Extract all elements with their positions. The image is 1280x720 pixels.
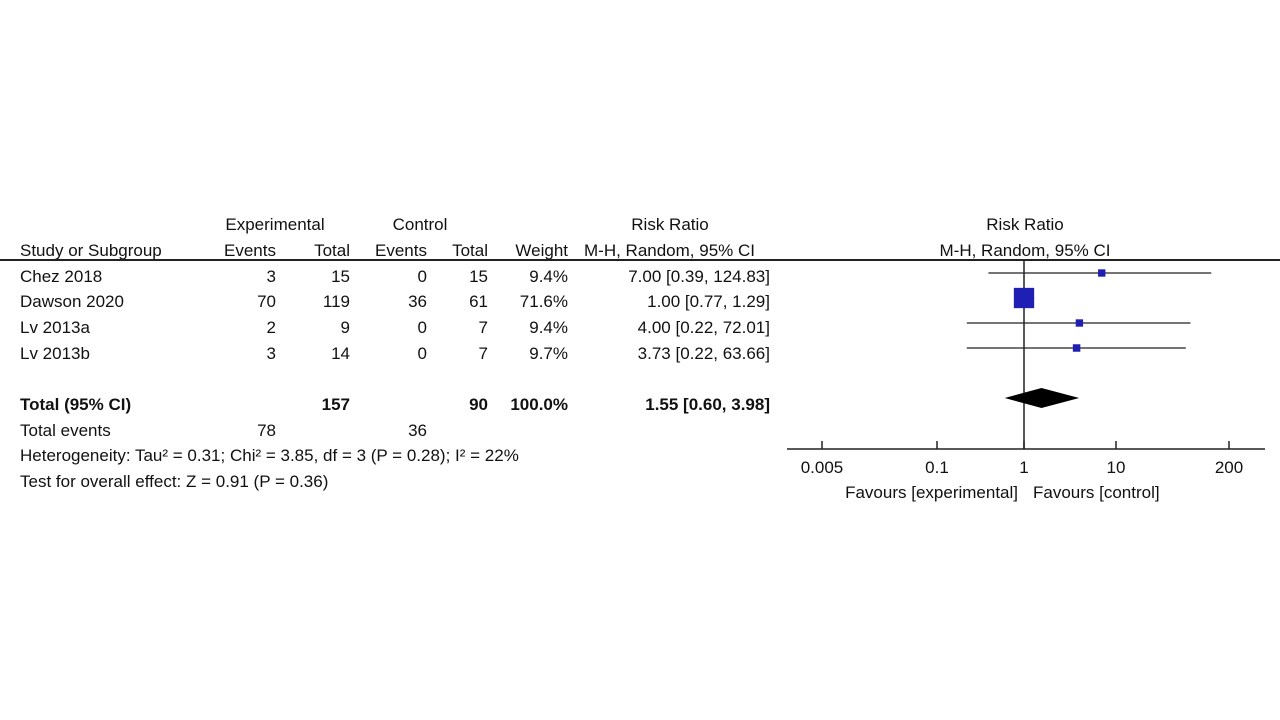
x-tick-label: 0.005 bbox=[800, 458, 844, 477]
header-ctl-events: Events bbox=[375, 241, 427, 260]
exp-total: 9 bbox=[340, 318, 350, 337]
exp-events: 3 bbox=[266, 344, 276, 363]
favours-control: Favours [control] bbox=[1033, 483, 1160, 502]
ctl-events: 0 bbox=[417, 344, 427, 363]
header-study-or-subgroup: Study or Subgroup bbox=[20, 241, 162, 260]
study-weight: 9.7% bbox=[529, 344, 568, 363]
exp-events: 70 bbox=[257, 292, 276, 311]
header-risk-ratio: Risk Ratio bbox=[631, 215, 709, 234]
study-weight: 9.4% bbox=[529, 267, 568, 286]
plot-subtitle: M-H, Random, 95% CI bbox=[939, 241, 1111, 260]
total-events-exp: 78 bbox=[257, 421, 276, 440]
ctl-total: 61 bbox=[469, 292, 488, 311]
total-label: Total (95% CI) bbox=[20, 395, 132, 414]
study-name: Dawson 2020 bbox=[20, 292, 124, 311]
study-weight: 71.6% bbox=[519, 292, 568, 311]
exp-events: 2 bbox=[266, 318, 276, 337]
header-rule bbox=[0, 259, 1280, 261]
header-ctl-total: Total bbox=[452, 241, 488, 260]
ctl-total: 7 bbox=[478, 318, 488, 337]
header-control: Control bbox=[392, 215, 448, 234]
ctl-events: 0 bbox=[417, 318, 427, 337]
study-weight: 9.4% bbox=[529, 318, 568, 337]
total-events-label: Total events bbox=[20, 421, 111, 440]
tick-layer bbox=[821, 441, 1230, 449]
x-tick-label: 200 bbox=[1214, 458, 1244, 477]
study-name: Chez 2018 bbox=[20, 267, 103, 286]
study-marker bbox=[1098, 269, 1106, 277]
study-name: Lv 2013a bbox=[20, 318, 90, 337]
header-experimental: Experimental bbox=[225, 215, 325, 234]
total-exp-total: 157 bbox=[321, 395, 350, 414]
pooled-diamond bbox=[1004, 388, 1080, 408]
header-exp-events: Events bbox=[224, 241, 276, 260]
total-events-ctl: 36 bbox=[408, 421, 427, 440]
forest-plot-panel bbox=[0, 203, 1280, 517]
study-marker bbox=[1075, 319, 1084, 327]
study-ci: 7.00 [0.39, 124.83] bbox=[628, 267, 770, 286]
plot-title: Risk Ratio bbox=[986, 215, 1064, 234]
total-ci: 1.55 [0.60, 3.98] bbox=[645, 395, 770, 414]
overall-effect-text: Test for overall effect: Z = 0.91 (P = 0… bbox=[20, 472, 329, 491]
total-weight: 100.0% bbox=[510, 395, 568, 414]
study-ci: 4.00 [0.22, 72.01] bbox=[637, 318, 770, 337]
header-weight: Weight bbox=[515, 241, 568, 260]
marker-layer bbox=[1013, 269, 1106, 352]
ctl-events: 36 bbox=[408, 292, 427, 311]
ctl-total: 15 bbox=[469, 267, 488, 286]
study-ci: 3.73 [0.22, 63.66] bbox=[637, 344, 770, 363]
exp-total: 15 bbox=[331, 267, 350, 286]
total-ctl-total: 90 bbox=[469, 395, 488, 414]
ctl-events: 0 bbox=[417, 267, 427, 286]
study-marker bbox=[1013, 287, 1035, 309]
exp-events: 3 bbox=[266, 267, 276, 286]
ci-layer bbox=[966, 272, 1212, 349]
favours-experimental: Favours [experimental] bbox=[845, 483, 1018, 502]
header-exp-total: Total bbox=[314, 241, 350, 260]
ctl-total: 7 bbox=[478, 344, 488, 363]
study-marker bbox=[1072, 344, 1081, 352]
study-name: Lv 2013b bbox=[20, 344, 90, 363]
exp-total: 14 bbox=[331, 344, 350, 363]
study-ci: 1.00 [0.77, 1.29] bbox=[647, 292, 770, 311]
x-tick-label: 10 bbox=[1106, 458, 1126, 477]
x-tick-label: 1 bbox=[1019, 458, 1029, 477]
x-tick-label: 0.1 bbox=[925, 458, 949, 477]
heterogeneity-text: Heterogeneity: Tau² = 0.31; Chi² = 3.85,… bbox=[20, 446, 519, 465]
header-method: M-H, Random, 95% CI bbox=[584, 241, 755, 260]
exp-total: 119 bbox=[322, 292, 350, 311]
